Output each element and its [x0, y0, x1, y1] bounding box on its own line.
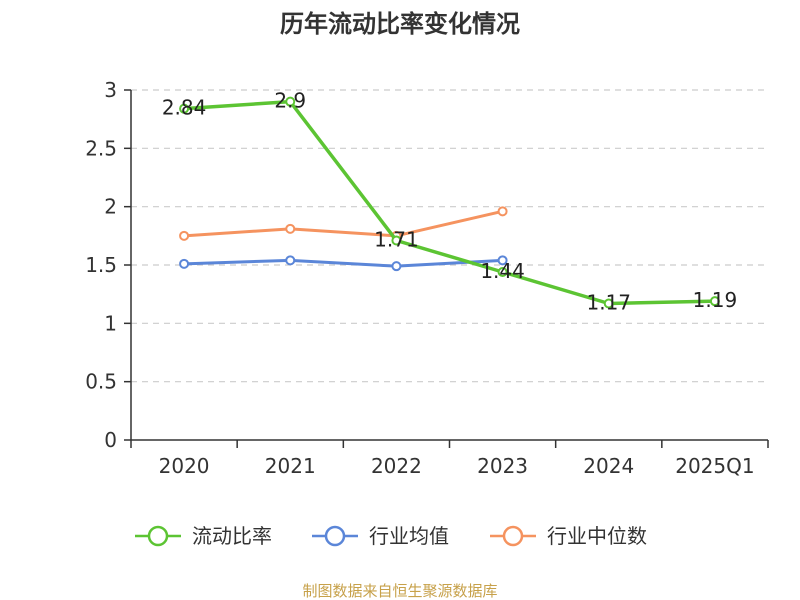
data-label: 1.44 [480, 259, 525, 283]
data-label: 1.71 [374, 228, 419, 252]
x-tick-label: 2024 [583, 454, 634, 478]
legend: 流动比率 行业均值 行业中位数 [135, 524, 647, 548]
data-point [179, 258, 190, 269]
data-point [285, 255, 296, 266]
series-line [183, 209, 503, 238]
y-tick-label: 2.5 [85, 136, 117, 160]
series-line [184, 258, 503, 268]
data-point [179, 103, 190, 114]
data-label: 2.84 [162, 96, 207, 120]
data-point [497, 206, 508, 217]
x-tick-label: 2021 [265, 454, 316, 478]
x-tick-label: 2025Q1 [675, 454, 754, 478]
grid [131, 89, 768, 383]
source-note: 制图数据来自恒生聚源数据库 [302, 582, 497, 600]
y-tick-label: 1.5 [85, 253, 117, 277]
data-label: 1.19 [693, 288, 738, 312]
data-point [285, 96, 296, 107]
data-label: 2.9 [274, 89, 306, 113]
y-tick-label: 0 [104, 428, 117, 452]
y-tick-label: 2 [104, 195, 117, 219]
series-lines [179, 96, 720, 309]
x-tick-label: 2020 [159, 454, 210, 478]
y-tick-label: 1 [104, 311, 117, 335]
legend-marker [147, 525, 169, 547]
data-point [285, 223, 296, 234]
y-tick-label: 0.5 [85, 370, 117, 394]
data-label: 1.17 [586, 291, 631, 315]
data-labels: 2.84 2.9 1.71 1.44 1.17 1.19 [162, 89, 737, 315]
y-tick-label: 3 [104, 78, 117, 102]
data-point [497, 267, 508, 277]
x-tick-label: 2023 [477, 454, 528, 478]
legend-marker [502, 525, 524, 547]
chart-title: 历年流动比率变化情况 [280, 10, 520, 38]
legend-item[interactable]: 行业均值 [312, 524, 449, 548]
x-tick-label: 2022 [371, 454, 422, 478]
legend-label: 流动比率 [192, 524, 272, 548]
data-point [179, 230, 190, 241]
legend-label: 行业中位数 [547, 524, 647, 548]
data-point [497, 255, 508, 266]
legend-item[interactable]: 流动比率 [135, 524, 272, 548]
series-line [183, 99, 715, 306]
axes: 0 0.5 1 1.5 2 2.5 3 2020 2021 2022 2023 2024 2025Q1 [85, 78, 769, 478]
legend-marker [324, 525, 346, 547]
legend-item[interactable]: 行业中位数 [490, 524, 647, 548]
data-point [709, 296, 720, 307]
legend-label: 行业均值 [369, 524, 449, 548]
data-point [391, 235, 402, 246]
data-point [603, 298, 614, 309]
data-point [391, 261, 402, 272]
